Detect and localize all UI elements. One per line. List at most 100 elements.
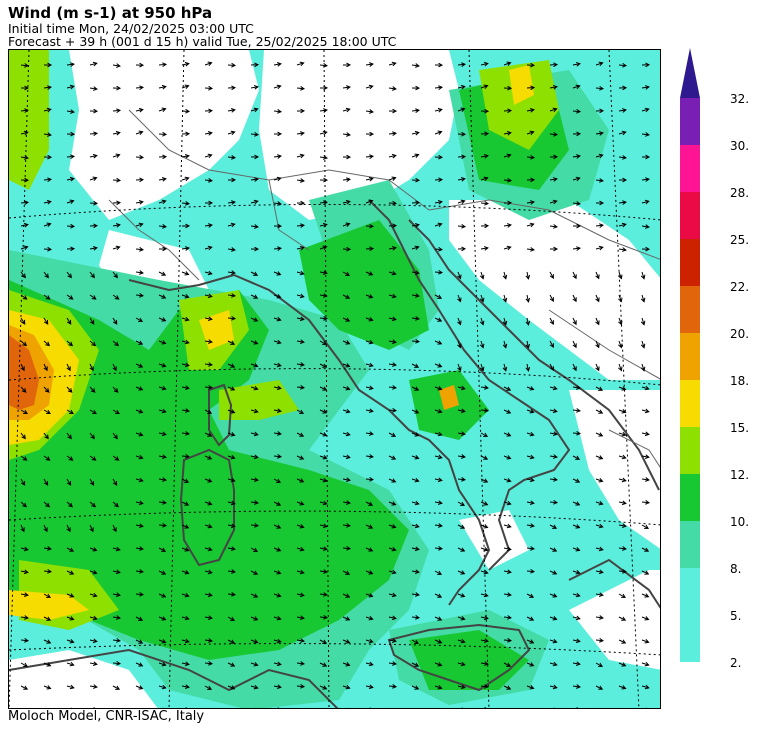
wind-arrow (319, 386, 328, 391)
wind-arrow (273, 271, 282, 276)
wind-arrow (434, 363, 443, 368)
wind-arrow (20, 478, 26, 486)
wind-arrow (273, 201, 282, 206)
wind-arrow (573, 223, 582, 229)
wind-arrow (43, 524, 48, 533)
wind-arrow (227, 340, 236, 345)
wind-arrow (112, 685, 121, 690)
wind-arrow (227, 62, 237, 68)
wind-arrow (227, 177, 237, 183)
wind-arrow (112, 317, 118, 325)
wind-arrow (228, 708, 235, 709)
wind-arrow (480, 153, 489, 159)
wind-arrow (525, 363, 531, 372)
wind-arrow (457, 107, 466, 112)
wind-arrow (204, 61, 213, 67)
wind-arrow (411, 200, 421, 206)
wind-arrow (388, 131, 397, 136)
wind-arrow (641, 500, 650, 505)
wind-arrow (89, 409, 97, 415)
wind-arrow (479, 294, 485, 303)
colorbar-swatch (680, 145, 700, 192)
wind-arrow (641, 408, 650, 414)
wind-arrow (618, 454, 627, 460)
wind-arrow (43, 662, 52, 667)
wind-arrow (66, 386, 73, 393)
wind-arrow (158, 154, 168, 160)
wind-arrow (480, 478, 489, 483)
wind-arrow (181, 154, 190, 159)
wind-arrow (411, 432, 420, 437)
wind-arrow (44, 62, 53, 68)
wind-arrow (319, 523, 328, 529)
wind-arrow (572, 524, 581, 529)
wind-arrow (480, 200, 490, 206)
wind-arrow (388, 501, 397, 506)
wind-arrow (181, 501, 190, 506)
wind-arrow (641, 547, 650, 552)
wind-arrow (319, 592, 328, 597)
wind-arrow (181, 431, 190, 436)
wind-arrow (181, 547, 190, 552)
wind-arrow (296, 362, 305, 367)
wind-arrow (641, 661, 650, 667)
wind-arrow (181, 615, 190, 621)
wind-arrow (411, 546, 420, 552)
wind-arrow (296, 615, 305, 621)
colorbar-swatch (680, 427, 700, 474)
wind-arrow (526, 62, 536, 68)
wind-arrow (43, 639, 52, 644)
wind-arrow (89, 684, 98, 689)
wind-arrow (296, 200, 306, 206)
wind-arrow (480, 108, 490, 114)
wind-arrow (434, 523, 443, 528)
wind-arrow (112, 660, 122, 666)
wind-arrow (434, 107, 443, 113)
wind-arrow (112, 153, 121, 159)
wind-arrow (66, 684, 75, 690)
wind-arrow (296, 546, 305, 552)
wind-arrow (112, 108, 122, 114)
wind-arrow (549, 616, 558, 621)
wind-arrow (365, 176, 374, 182)
wind-arrow (273, 615, 282, 621)
wind-arrow (388, 546, 397, 552)
wind-arrow (641, 477, 650, 482)
wind-arrow (480, 592, 489, 598)
wind-arrow (549, 271, 554, 280)
wind-arrow (388, 86, 397, 91)
wind-arrow (296, 661, 305, 666)
wind-arrow (595, 340, 600, 349)
wind-arrow (640, 294, 646, 303)
wind-arrow (66, 524, 71, 533)
wind-arrow (618, 200, 627, 205)
wind-arrow (89, 569, 98, 575)
wind-arrow (342, 177, 351, 182)
wind-arrow (43, 271, 49, 279)
wind-arrow (641, 684, 650, 690)
wind-arrow (503, 200, 513, 206)
wind-arrow (595, 108, 605, 114)
colorbar-label: 8. (730, 562, 742, 576)
wind-arrow (273, 454, 282, 459)
wind-arrow (20, 638, 29, 643)
wind-arrow (457, 223, 467, 229)
wind-arrow (319, 454, 328, 460)
wind-arrow (618, 294, 623, 303)
wind-arrow (181, 176, 190, 182)
wind-arrow (181, 478, 190, 483)
wind-arrow (112, 524, 117, 533)
wind-arrow (365, 131, 375, 137)
wind-arrow (346, 707, 348, 708)
wind-arrow (227, 315, 237, 321)
wind-arrow (434, 546, 443, 551)
colorbar-swatch (680, 239, 700, 286)
wind-arrow (181, 316, 190, 322)
wind-arrow (572, 430, 582, 436)
wind-arrow (296, 569, 305, 575)
wind-arrow (503, 662, 512, 667)
initial-time-label: Initial time Mon, 24/02/2025 03:00 UTC (8, 21, 254, 36)
wind-arrow (20, 615, 29, 620)
wind-arrow (204, 85, 214, 91)
wind-arrow (204, 478, 213, 483)
